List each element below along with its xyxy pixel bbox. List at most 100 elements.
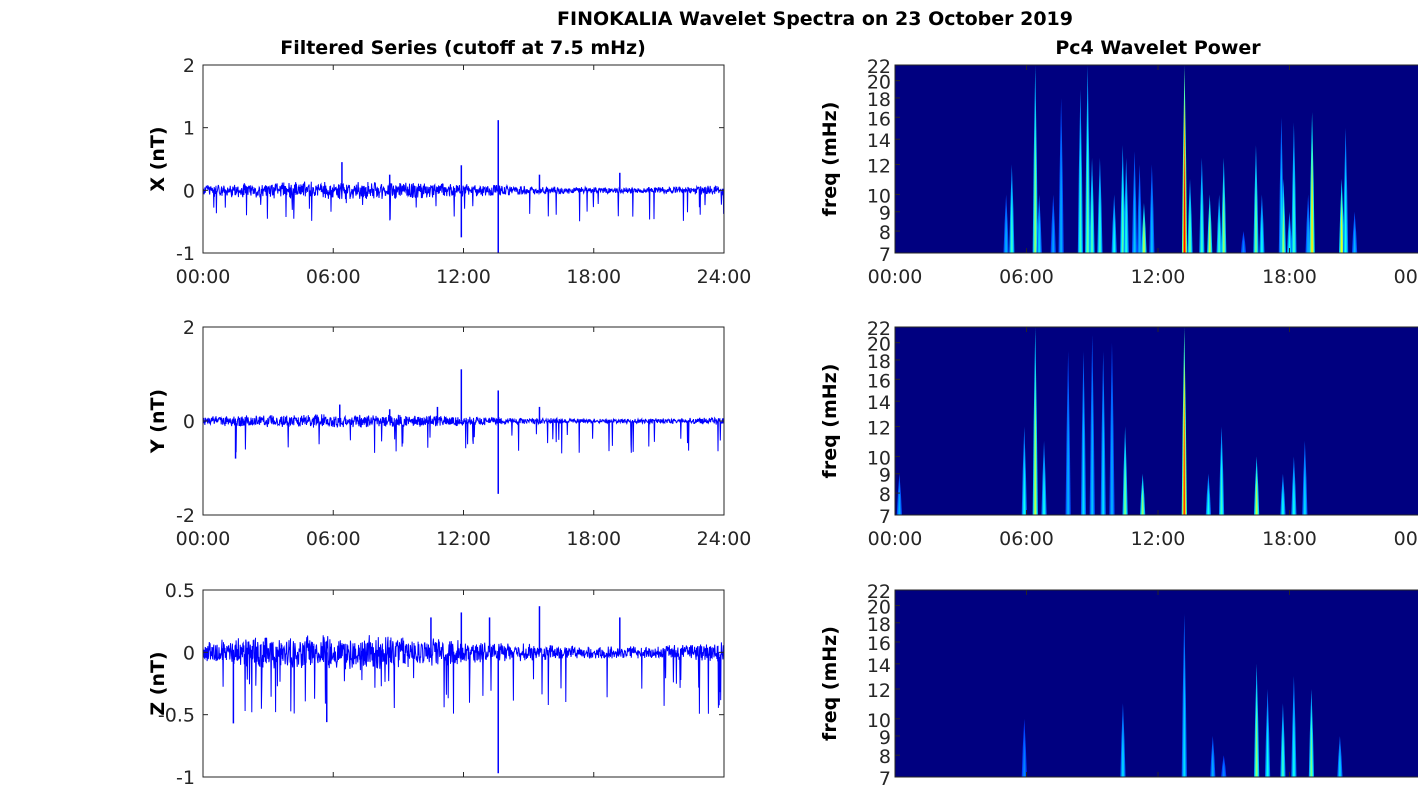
power-streak [1344, 172, 1347, 253]
series-line [203, 414, 724, 454]
power-streak [1060, 153, 1062, 253]
xtick-label: 06:00 [306, 266, 361, 288]
power-streak [1086, 132, 1089, 253]
series-panel-0: -1 0 1 2 00:00 06:00 12:00 18:00 24:00 X (nT) [147, 55, 751, 288]
power-streak [1138, 196, 1141, 253]
ytick-label: 12 [867, 156, 891, 178]
xtick-label: 00:00 [176, 266, 231, 288]
power-streak [1011, 196, 1013, 253]
power-streak [1133, 187, 1136, 253]
power-streak [1266, 720, 1269, 777]
ytick-label: 0 [183, 180, 195, 202]
xtick-label: 24:00 [697, 528, 752, 550]
xtick-label: 06:00 [999, 528, 1054, 550]
power-streak [1067, 410, 1069, 515]
ytick-label: 18 [867, 351, 891, 373]
ytick-label: 8 [879, 222, 891, 244]
xtick-label: 18:00 [1262, 528, 1317, 550]
power-streak [1304, 467, 1306, 515]
power-streak [1201, 192, 1203, 253]
xtick-label: 12:00 [436, 528, 491, 550]
power-streak [1141, 488, 1144, 515]
xtick-label: 12:00 [436, 266, 491, 288]
power-streak [1125, 192, 1128, 253]
ytick-label: 8 [879, 484, 891, 506]
figure-title: FINOKALIA Wavelet Spectra on 23 October … [557, 8, 1073, 30]
ytick-label: 7 [879, 768, 891, 788]
power-streak [1052, 215, 1055, 253]
power-streak [1043, 467, 1045, 515]
ytick-label: 16 [867, 633, 891, 655]
ylabel: freq (mHz) [819, 102, 841, 217]
ytick-label: 8 [879, 746, 891, 768]
power-streak [1034, 394, 1037, 515]
ytick-label: 10 [867, 710, 891, 732]
right-column-title: Pc4 Wavelet Power [1055, 37, 1261, 59]
power-streak [1339, 750, 1341, 777]
ylabel: freq (mHz) [819, 626, 841, 741]
xtick-label: 00:00 [1394, 266, 1418, 288]
ytick-label: 10 [867, 185, 891, 207]
xtick-label: 00:00 [1394, 528, 1418, 550]
xtick-label: 06:00 [999, 266, 1054, 288]
ytick-label: 1 [183, 118, 195, 140]
power-streak [1183, 672, 1186, 777]
power-streak [1293, 477, 1295, 515]
ytick-label: 16 [867, 370, 891, 392]
power-streak [1102, 410, 1105, 515]
ytick-label: 22 [867, 56, 891, 78]
ytick-label: 18 [867, 614, 891, 636]
ylabel: freq (mHz) [819, 364, 841, 479]
ytick-label: 0 [183, 411, 195, 433]
ytick-label: 18 [867, 89, 891, 111]
power-streak [1189, 205, 1191, 253]
series-panel-1: -2 0 2 00:00 06:00 12:00 18:00 24:00 Y (nT) [147, 317, 751, 550]
xtick-label: 24:00 [697, 266, 752, 288]
xtick-label: 00:00 [868, 266, 923, 288]
power-streak [1307, 215, 1309, 253]
ytick-label: 20 [867, 597, 891, 619]
power-streak [1124, 458, 1126, 515]
xtick-label: 00:00 [176, 528, 231, 550]
power-streak [898, 488, 901, 515]
power-streak [1340, 205, 1343, 253]
power-streak [1111, 404, 1113, 515]
power-streak [1091, 399, 1094, 515]
ytick-label: 16 [867, 108, 891, 130]
power-streak [1293, 169, 1295, 253]
power-streak [1143, 220, 1145, 253]
xtick-label: 06:00 [306, 528, 361, 550]
xtick-label: 18:00 [566, 266, 621, 288]
ytick-label: 9 [879, 727, 891, 749]
ylabel: X (nT) [147, 126, 169, 191]
power-streak [1121, 183, 1124, 253]
ytick-label: 10 [867, 447, 891, 469]
power-streak [1082, 410, 1085, 515]
ytick-label: 14 [867, 655, 891, 677]
power-streak [1099, 192, 1101, 253]
xtick-label: 12:00 [1131, 266, 1186, 288]
ylabel: Z (nT) [147, 651, 169, 715]
power-streak [1151, 196, 1153, 253]
ytick-label: 22 [867, 318, 891, 340]
power-streak [1311, 162, 1313, 253]
power-streak [1023, 739, 1026, 777]
power-streak [1293, 712, 1295, 777]
ytick-label: 7 [879, 506, 891, 528]
power-streak [1282, 729, 1284, 777]
ytick-label: 20 [867, 334, 891, 356]
power-streak [1282, 488, 1284, 515]
xtick-label: 00:00 [868, 528, 923, 550]
power-streak [1222, 192, 1225, 253]
power-streak [1183, 394, 1186, 515]
power-streak [1113, 215, 1115, 253]
ytick-label: 14 [867, 130, 891, 152]
power-streak [1255, 477, 1258, 515]
ytick-label: 2 [183, 317, 195, 339]
power-streak [1255, 183, 1257, 253]
xtick-label: 12:00 [1131, 528, 1186, 550]
power-streak [1091, 192, 1093, 253]
